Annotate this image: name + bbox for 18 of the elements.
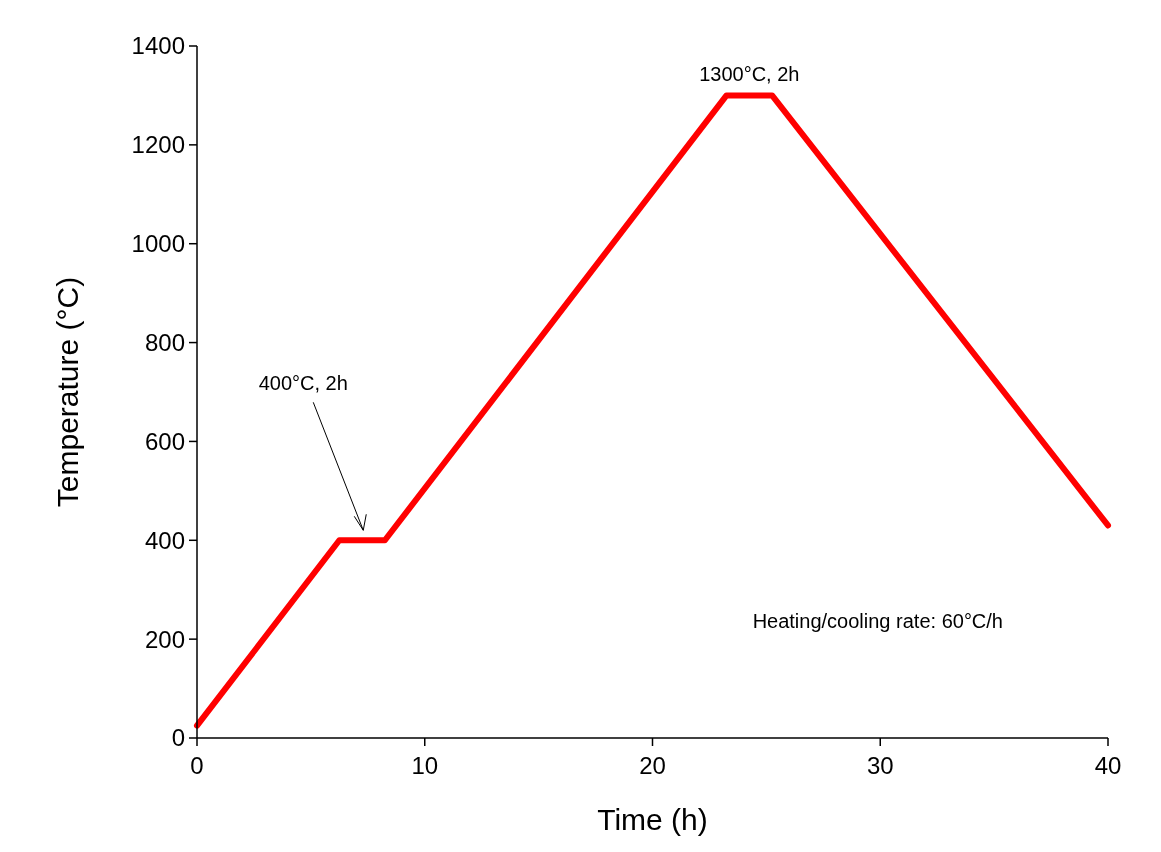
x-tick-label: 20 <box>639 752 666 779</box>
x-tick-label: 10 <box>411 752 439 779</box>
x-tick-label: 40 <box>1094 752 1122 779</box>
y-tick-label: 1000 <box>131 230 185 258</box>
y-tick-label: 1400 <box>131 32 185 60</box>
x-axis-title: Time (h) <box>597 803 708 836</box>
annotation: 400°C, 2h <box>258 372 348 395</box>
x-tick-label: 30 <box>866 752 894 779</box>
y-tick-label: 0 <box>171 724 185 752</box>
y-tick-label: 400 <box>144 526 185 554</box>
y-axis-title: Temperature (°C) <box>51 276 84 508</box>
annotation: Heating/cooling rate: 60°C/h <box>752 610 1003 632</box>
annotation: 1300°C, 2h <box>699 63 800 86</box>
x-tick-label: 0 <box>190 752 204 779</box>
y-tick-label: 600 <box>144 427 185 455</box>
y-tick-label: 800 <box>144 328 185 356</box>
y-tick-label: 200 <box>144 625 185 653</box>
y-tick-label: 1200 <box>131 131 185 159</box>
